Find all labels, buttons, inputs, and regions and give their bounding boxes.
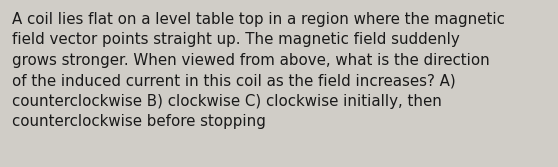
Text: A coil lies flat on a level table top in a region where the magnetic
field vecto: A coil lies flat on a level table top in… bbox=[12, 12, 505, 129]
